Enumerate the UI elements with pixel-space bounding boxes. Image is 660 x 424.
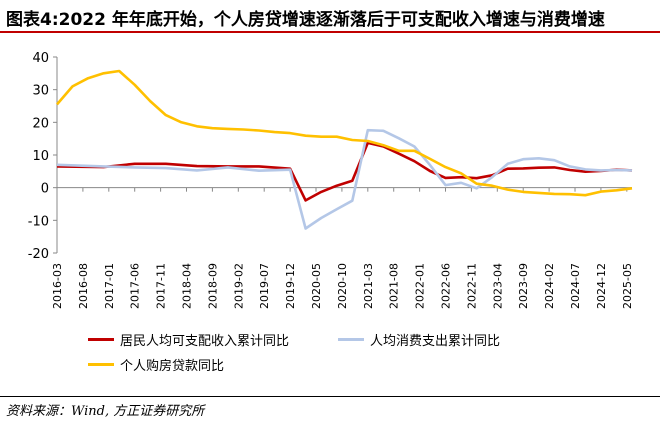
y-tick-label: 0: [41, 182, 49, 197]
series-line: [56, 141, 633, 202]
x-tick-label: 2017-11: [155, 263, 168, 309]
x-tick-label: 2024-12: [595, 263, 608, 309]
title-rule: [0, 31, 660, 33]
x-tick-label: 2020-10: [336, 263, 349, 309]
x-tick-label: 2018-09: [206, 263, 219, 309]
source-note: 资料来源：Wind, 方正证券研究所: [6, 404, 205, 419]
x-tick-label: 2018-04: [181, 263, 194, 309]
y-tick-label: 40: [32, 51, 49, 66]
x-tick-label: 2020-05: [310, 263, 323, 309]
x-tick-label: 2022-11: [465, 263, 478, 309]
x-tick-label: 2016-08: [77, 263, 90, 309]
x-tick-label: 2019-07: [258, 263, 271, 309]
chart-axes: -20 -10 0 10 20 30 40 2016-03 2016-08 2017-01 2017…: [28, 51, 634, 309]
source-rule: [0, 396, 660, 397]
y-tick-label: 10: [32, 149, 49, 164]
chart-series: [56, 69, 633, 230]
series-line: [56, 128, 633, 230]
x-tick-label: 2019-02: [232, 263, 245, 309]
y-tick-label: 20: [32, 116, 49, 131]
x-tick-label: 2023-04: [491, 263, 504, 309]
x-tick-label: 2021-03: [362, 263, 375, 309]
x-tick-label: 2024-02: [543, 263, 556, 309]
x-tick-label: 2017-01: [103, 263, 116, 309]
x-tick-label: 2023-09: [517, 263, 530, 309]
chart-title: 图表4:2022 年年底开始，个人房贷增速逐渐落后于可支配收入增速与消费增速: [6, 10, 605, 30]
x-tick-label: 2019-12: [284, 263, 297, 309]
y-tick-label: -20: [28, 247, 49, 262]
x-tick-label: 2025-05: [621, 263, 634, 309]
line-chart: -20 -10 0 10 20 30 40 2016-03 2016-08 2017-01 2017…: [28, 51, 634, 309]
x-tick-label: 2017-06: [129, 263, 142, 309]
x-tick-label: 2016-03: [51, 263, 64, 309]
x-tick-label: 2022-06: [440, 263, 453, 309]
series-line: [56, 69, 633, 197]
x-tick-label: 2024-07: [569, 263, 582, 309]
x-tick-label: 2022-01: [414, 263, 427, 309]
x-tick-label: 2021-08: [388, 263, 401, 309]
y-tick-label: -10: [28, 214, 49, 229]
y-tick-label: 30: [32, 84, 49, 99]
